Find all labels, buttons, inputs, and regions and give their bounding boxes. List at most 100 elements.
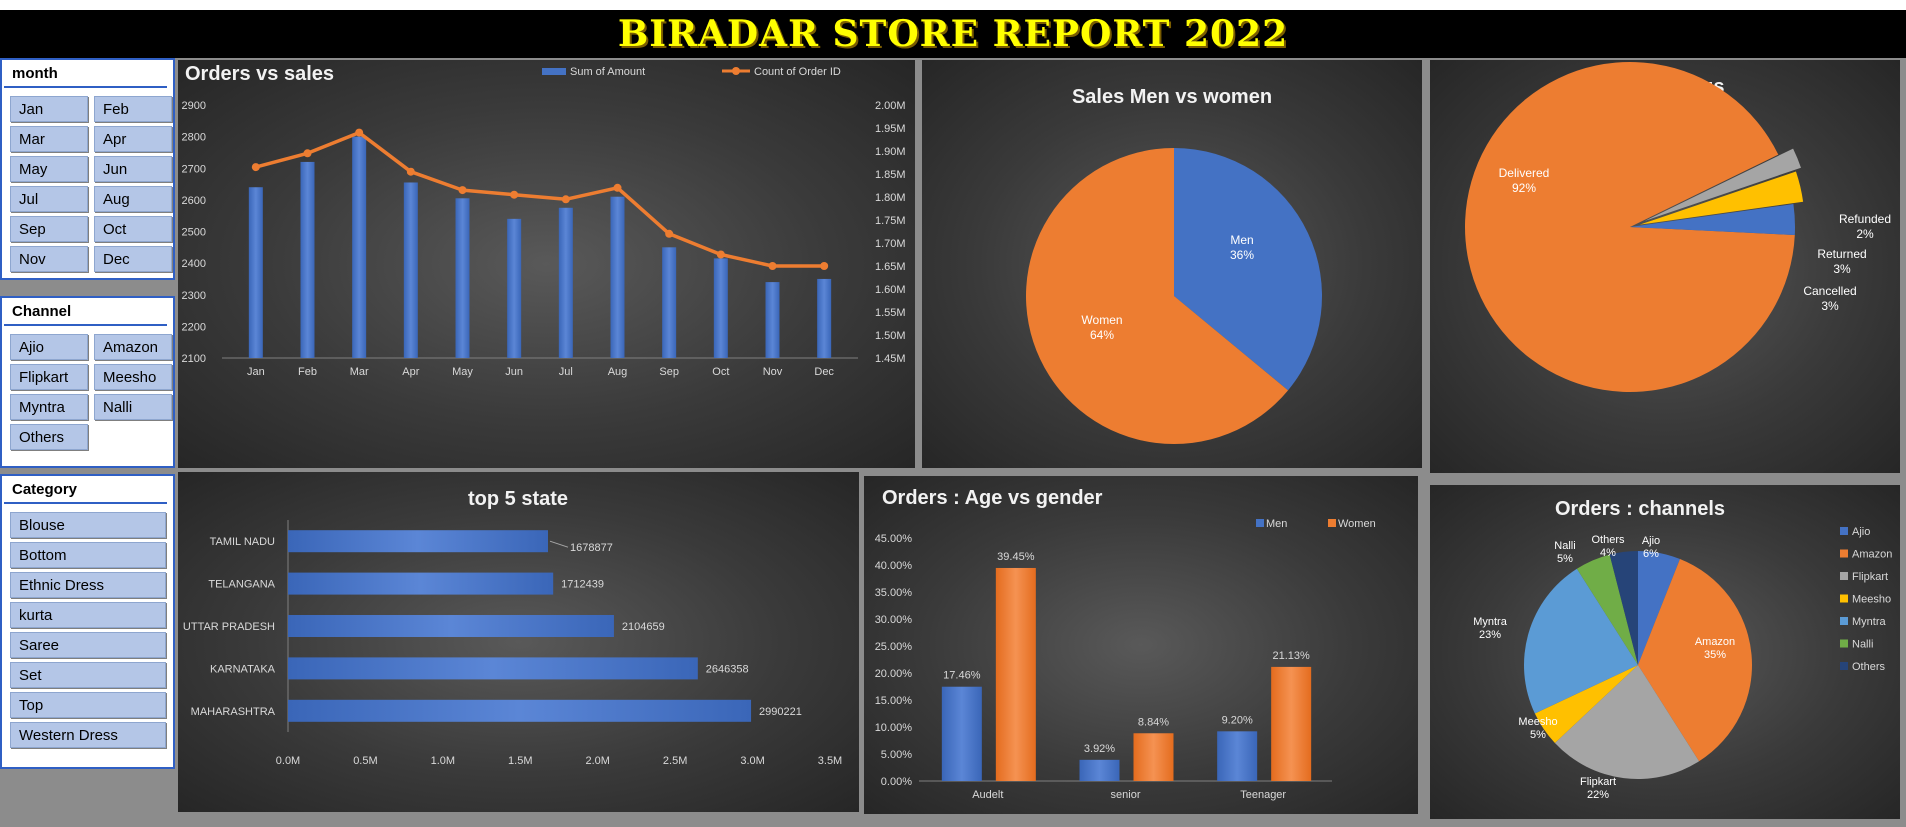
channel-nalli-button[interactable]: Nalli bbox=[94, 394, 172, 420]
month-nov-button[interactable]: Nov bbox=[10, 246, 88, 272]
data-label-telangana: 1712439 bbox=[561, 579, 604, 591]
slice-ajio bbox=[1638, 551, 1680, 665]
slice-label-myntra: Myntra bbox=[1473, 616, 1508, 628]
slice-label-women: Women bbox=[1081, 313, 1122, 327]
channel-flipkart-button[interactable]: Flipkart bbox=[10, 364, 88, 390]
point-jun bbox=[510, 190, 519, 199]
month-jul-button[interactable]: Jul bbox=[10, 186, 88, 212]
legend-label-others: Others bbox=[1852, 661, 1886, 673]
month-jun-button[interactable]: Jun bbox=[94, 156, 172, 182]
legend-swatch-others bbox=[1840, 662, 1848, 670]
y-tick-label: 2800 bbox=[182, 132, 206, 144]
y2-tick-label: 1.45M bbox=[875, 353, 906, 365]
category-kurta-button[interactable]: kurta bbox=[10, 602, 166, 628]
y-tick-label: 2300 bbox=[182, 290, 206, 302]
month-feb-button[interactable]: Feb bbox=[94, 96, 172, 122]
y-tick-label: 2500 bbox=[182, 227, 206, 239]
y2-tick-label: 1.80M bbox=[875, 192, 906, 204]
x-tick-label: Mar bbox=[350, 366, 369, 378]
channel-ajio-button[interactable]: Ajio bbox=[10, 334, 88, 360]
category-ethnic-dress-button[interactable]: Ethnic Dress bbox=[10, 572, 166, 598]
category-blouse-button[interactable]: Blouse bbox=[10, 512, 166, 538]
point-mar bbox=[355, 128, 364, 137]
legend-swatch-sum-of-amount bbox=[542, 68, 566, 75]
legend-label-meesho: Meesho bbox=[1852, 594, 1891, 606]
category-saree-button[interactable]: Saree bbox=[10, 632, 166, 658]
y-tick-label: TELANGANA bbox=[208, 579, 275, 591]
x-tick-label: 0.0M bbox=[276, 755, 300, 767]
bar-aug bbox=[610, 196, 625, 358]
slice-label-others: Others bbox=[1591, 534, 1625, 546]
age-vs-gender-panel: Orders : Age vs gender Men Women 0.00% 5.00%… bbox=[864, 476, 1418, 814]
chart-title: Orders vs sales bbox=[185, 63, 334, 85]
x-tick-label: Jun bbox=[505, 366, 523, 378]
slice-returned bbox=[1639, 171, 1804, 225]
legend-label-men: Men bbox=[1266, 518, 1287, 530]
bar-may bbox=[455, 198, 470, 358]
x-tick-label: Apr bbox=[402, 366, 419, 378]
chart-title: Orders : channels bbox=[1555, 498, 1725, 520]
category-top-button[interactable]: Top bbox=[10, 692, 166, 718]
slice-pct-refunded: 2% bbox=[1856, 227, 1874, 241]
y-tick-label: 30.00% bbox=[875, 614, 913, 626]
slice-women bbox=[1026, 148, 1289, 444]
month-oct-button[interactable]: Oct bbox=[94, 216, 172, 242]
month-may-button[interactable]: May bbox=[10, 156, 88, 182]
month-dec-button[interactable]: Dec bbox=[94, 246, 172, 272]
y-tick-label: 35.00% bbox=[875, 587, 913, 599]
legend-swatch-meesho bbox=[1840, 594, 1848, 603]
legend-swatch-women bbox=[1328, 519, 1336, 527]
bar-nov bbox=[765, 282, 780, 358]
y-tick-label: 0.00% bbox=[881, 776, 912, 788]
y-tick-label: TAMIL NADU bbox=[210, 536, 275, 548]
slice-label-ajio: Ajio bbox=[1642, 535, 1660, 547]
y2-tick-label: 1.75M bbox=[875, 215, 906, 227]
channel-myntra-button[interactable]: Myntra bbox=[10, 394, 88, 420]
slice-label-meesho: Meesho bbox=[1518, 716, 1557, 728]
line-count-of-order-id bbox=[255, 130, 825, 268]
legend-marker-count-of-order-id bbox=[732, 67, 740, 75]
chart-title: top 5 state bbox=[468, 488, 568, 510]
y-tick-label: KARNATAKA bbox=[210, 663, 276, 675]
bar-jul bbox=[558, 207, 573, 358]
month-jan-button[interactable]: Jan bbox=[10, 96, 88, 122]
channel-amazon-button[interactable]: Amazon bbox=[94, 334, 172, 360]
y-tick-label: MAHARASHTRA bbox=[191, 706, 276, 718]
age-vs-gender-chart: Orders : Age vs gender Men Women 0.00% 5.00%… bbox=[875, 487, 1376, 801]
bar-men-senior bbox=[1079, 759, 1120, 781]
category-bottom-button[interactable]: Bottom bbox=[10, 542, 166, 568]
x-tick-label: Teenager bbox=[1240, 789, 1286, 801]
y-tick-label: 5.00% bbox=[881, 749, 912, 761]
x-tick-label: 1.5M bbox=[508, 755, 532, 767]
slice-others bbox=[1609, 551, 1638, 665]
slice-label-returned: Returned bbox=[1817, 247, 1866, 261]
month-slicer-items: Jan Feb Mar Apr May Jun Jul Aug Sep Oct Nov Dec bbox=[2, 92, 173, 276]
month-apr-button[interactable]: Apr bbox=[94, 126, 172, 152]
bar-women-audelt bbox=[995, 567, 1036, 781]
channel-others-button[interactable]: Others bbox=[10, 424, 88, 450]
category-western-dress-button[interactable]: Western Dress bbox=[10, 722, 166, 748]
point-jul bbox=[561, 195, 570, 204]
slice-meesho bbox=[1534, 665, 1638, 744]
x-tick-label: Aug bbox=[608, 366, 628, 378]
category-set-button[interactable]: Set bbox=[10, 662, 166, 688]
bar-apr bbox=[403, 182, 418, 358]
channel-slicer-title: Channel bbox=[4, 298, 167, 326]
x-tick-label: Sep bbox=[659, 366, 679, 378]
bar-maharashtra bbox=[288, 699, 752, 722]
month-sep-button[interactable]: Sep bbox=[10, 216, 88, 242]
channel-meesho-button[interactable]: Meesho bbox=[94, 364, 172, 390]
x-tick-label: 3.5M bbox=[818, 755, 842, 767]
slice-pct-ajio: 6% bbox=[1643, 548, 1659, 560]
y2-tick-label: 1.90M bbox=[875, 146, 906, 158]
point-aug bbox=[613, 183, 622, 192]
bar-tamil-nadu bbox=[288, 530, 548, 553]
category-slicer: Category Blouse Bottom Ethnic Dress kurta Sa… bbox=[0, 474, 175, 769]
y2-tick-label: 1.55M bbox=[875, 307, 906, 319]
slice-label-cancelled: Cancelled bbox=[1803, 284, 1856, 298]
month-aug-button[interactable]: Aug bbox=[94, 186, 172, 212]
bar-oct bbox=[713, 258, 728, 358]
month-mar-button[interactable]: Mar bbox=[10, 126, 88, 152]
bar-jun bbox=[507, 218, 522, 358]
x-tick-label: Feb bbox=[298, 366, 317, 378]
